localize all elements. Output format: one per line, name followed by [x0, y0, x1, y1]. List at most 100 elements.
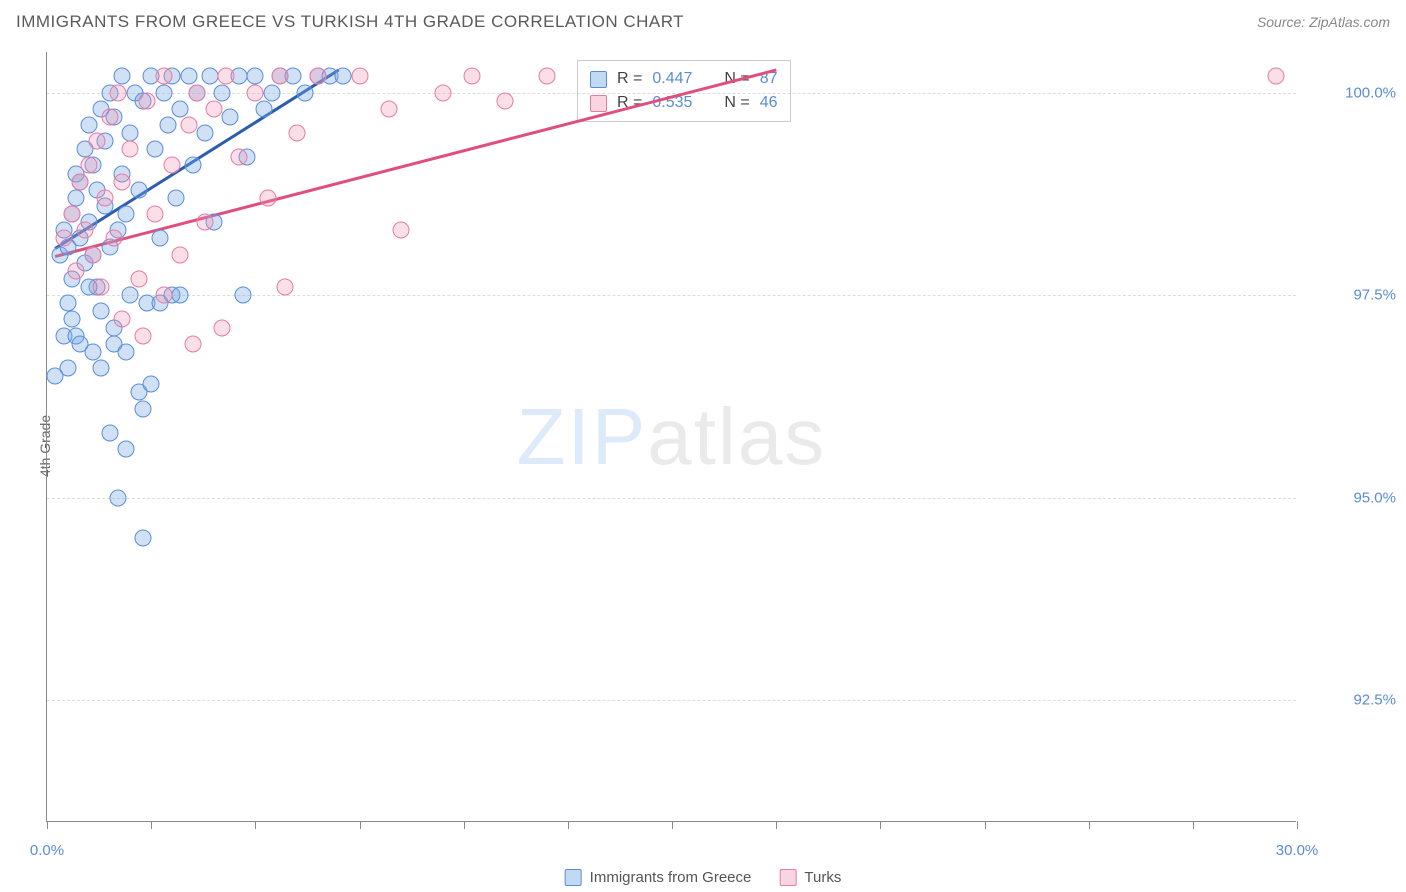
- data-point: [197, 214, 214, 231]
- data-point: [380, 100, 397, 117]
- data-point: [122, 141, 139, 158]
- data-point: [184, 335, 201, 352]
- x-tick: [568, 821, 569, 829]
- x-tick: [255, 821, 256, 829]
- swatch-blue-icon: [590, 71, 607, 88]
- data-point: [114, 311, 131, 328]
- scatter-chart: ZIPatlas R = 0.447 N = 87 R = 0.535 N = …: [46, 52, 1296, 822]
- watermark-part2: atlas: [647, 392, 826, 481]
- legend-item-greece: Immigrants from Greece: [565, 869, 752, 886]
- x-tick: [1297, 821, 1298, 829]
- data-point: [80, 116, 97, 133]
- data-point: [151, 230, 168, 247]
- data-point: [234, 287, 251, 304]
- data-point: [214, 319, 231, 336]
- data-point: [272, 68, 289, 85]
- data-point: [134, 530, 151, 547]
- y-tick-label: 100.0%: [1306, 84, 1396, 101]
- data-point: [497, 92, 514, 109]
- data-point: [184, 157, 201, 174]
- data-point: [101, 424, 118, 441]
- data-point: [276, 279, 293, 296]
- data-point: [105, 230, 122, 247]
- x-tick: [776, 821, 777, 829]
- chart-title: IMMIGRANTS FROM GREECE VS TURKISH 4TH GR…: [16, 12, 684, 32]
- data-point: [168, 189, 185, 206]
- data-point: [101, 108, 118, 125]
- data-point: [464, 68, 481, 85]
- x-tick: [672, 821, 673, 829]
- swatch-blue-icon: [565, 869, 582, 886]
- data-point: [64, 206, 81, 223]
- y-tick-label: 95.0%: [1306, 489, 1396, 506]
- legend-item-turks: Turks: [779, 869, 841, 886]
- swatch-pink-icon: [590, 95, 607, 112]
- data-point: [118, 206, 135, 223]
- data-point: [155, 287, 172, 304]
- data-point: [334, 68, 351, 85]
- data-point: [109, 489, 126, 506]
- data-point: [134, 400, 151, 417]
- r-value-greece: 0.447: [652, 70, 692, 88]
- x-tick-label: 0.0%: [30, 842, 64, 859]
- r-label: R =: [617, 70, 642, 88]
- data-point: [393, 222, 410, 239]
- y-tick-label: 97.5%: [1306, 287, 1396, 304]
- data-point: [68, 189, 85, 206]
- data-point: [218, 68, 235, 85]
- x-tick: [880, 821, 881, 829]
- data-point: [309, 68, 326, 85]
- data-point: [89, 133, 106, 150]
- data-point: [59, 295, 76, 312]
- x-tick: [464, 821, 465, 829]
- x-tick: [151, 821, 152, 829]
- data-point: [189, 84, 206, 101]
- data-point: [122, 125, 139, 142]
- data-point: [118, 441, 135, 458]
- data-point: [47, 368, 64, 385]
- data-point: [130, 270, 147, 287]
- data-point: [97, 189, 114, 206]
- data-point: [230, 149, 247, 166]
- data-point: [93, 279, 110, 296]
- data-point: [201, 68, 218, 85]
- x-tick: [985, 821, 986, 829]
- data-point: [289, 125, 306, 142]
- gridline: [47, 93, 1296, 94]
- data-point: [130, 181, 147, 198]
- data-point: [68, 262, 85, 279]
- data-point: [159, 116, 176, 133]
- n-label: N =: [724, 94, 749, 112]
- watermark-part1: ZIP: [517, 392, 647, 481]
- data-point: [114, 173, 131, 190]
- legend-label-greece: Immigrants from Greece: [590, 869, 752, 886]
- data-point: [93, 360, 110, 377]
- data-point: [80, 157, 97, 174]
- data-point: [259, 189, 276, 206]
- x-tick: [360, 821, 361, 829]
- n-value-turks: 46: [760, 94, 778, 112]
- data-point: [172, 246, 189, 263]
- data-point: [214, 84, 231, 101]
- source-attribution: Source: ZipAtlas.com: [1257, 14, 1390, 30]
- data-point: [76, 222, 93, 239]
- data-point: [164, 157, 181, 174]
- legend: Immigrants from Greece Turks: [565, 869, 842, 886]
- data-point: [222, 108, 239, 125]
- legend-label-turks: Turks: [804, 869, 841, 886]
- data-point: [539, 68, 556, 85]
- data-point: [84, 246, 101, 263]
- y-tick-label: 92.5%: [1306, 692, 1396, 709]
- swatch-pink-icon: [779, 869, 796, 886]
- data-point: [351, 68, 368, 85]
- data-point: [93, 303, 110, 320]
- data-point: [172, 287, 189, 304]
- data-point: [180, 68, 197, 85]
- data-point: [180, 116, 197, 133]
- data-point: [122, 287, 139, 304]
- data-point: [205, 100, 222, 117]
- data-point: [172, 100, 189, 117]
- x-tick: [1089, 821, 1090, 829]
- watermark: ZIPatlas: [517, 391, 826, 483]
- data-point: [155, 68, 172, 85]
